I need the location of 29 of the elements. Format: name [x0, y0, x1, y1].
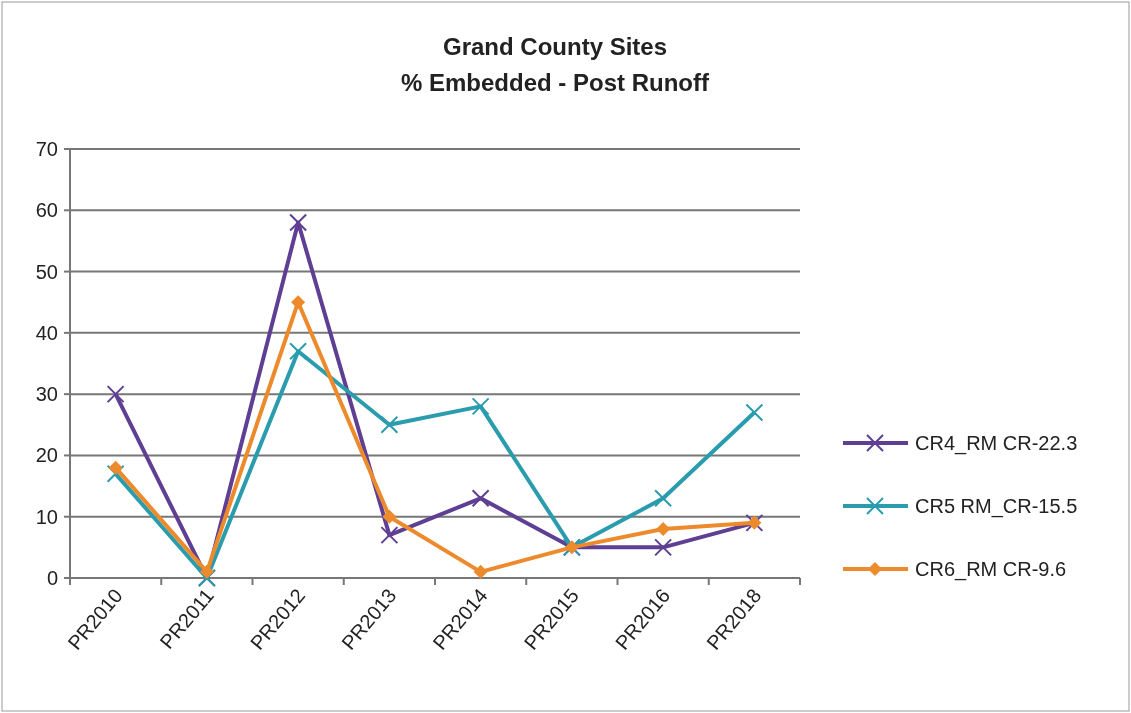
- point: [471, 489, 490, 508]
- point: [289, 213, 308, 232]
- point: [654, 538, 673, 557]
- point: [289, 342, 308, 361]
- point: [473, 564, 488, 579]
- legend-label: CR6_RM CR-9.6: [915, 558, 1067, 581]
- y-tick-label: 70: [35, 138, 58, 160]
- point: [745, 403, 764, 422]
- legend-label: CR4_RM CR-22.3: [915, 432, 1078, 455]
- y-tick-label: 20: [35, 444, 58, 467]
- point: [382, 509, 397, 524]
- point: [106, 464, 125, 483]
- point: [380, 415, 399, 434]
- y-tick-label: 40: [35, 321, 58, 344]
- point: [106, 385, 125, 404]
- point: [291, 295, 306, 310]
- y-tick-label: 60: [35, 199, 58, 222]
- y-tick-label: 10: [35, 505, 58, 528]
- point: [380, 526, 399, 545]
- y-tick-label: 0: [46, 567, 58, 589]
- point: [199, 564, 214, 579]
- point: [654, 489, 673, 508]
- point: [108, 460, 123, 475]
- y-tick-label: 30: [35, 383, 58, 406]
- y-tick-label: 50: [35, 260, 58, 283]
- point: [471, 397, 490, 416]
- point: [656, 521, 671, 536]
- chart-title: Grand County Sites % Embedded - Post Runoff: [401, 33, 710, 96]
- legend-label: CR5 RM_CR-15.5: [915, 495, 1078, 518]
